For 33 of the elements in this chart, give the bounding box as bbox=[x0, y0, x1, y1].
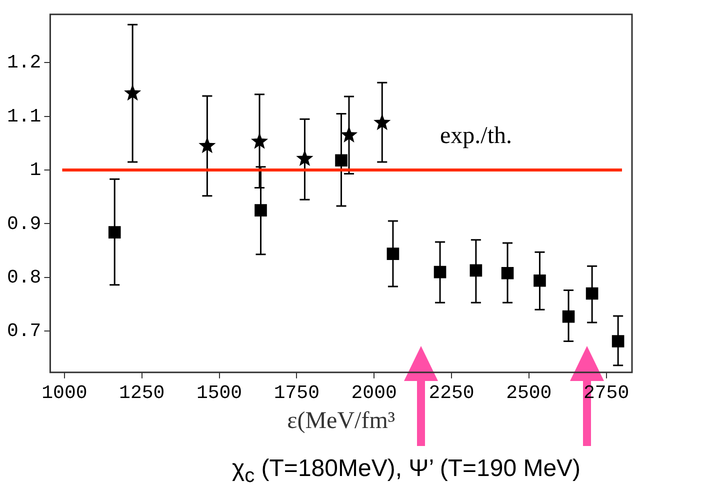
point bbox=[254, 204, 267, 216]
point bbox=[434, 266, 446, 278]
point bbox=[386, 248, 400, 260]
point bbox=[374, 114, 391, 130]
point bbox=[586, 287, 598, 300]
x-tick-label: 2250 bbox=[428, 382, 474, 404]
point bbox=[296, 150, 314, 166]
point bbox=[501, 266, 514, 280]
x-tick-label: 2500 bbox=[506, 382, 552, 404]
point bbox=[198, 136, 216, 154]
x-tick-label: 1250 bbox=[119, 382, 165, 404]
point bbox=[612, 335, 624, 348]
y-tick-label: 1 bbox=[30, 159, 42, 182]
point bbox=[108, 226, 121, 238]
x-tick-label: 1750 bbox=[274, 382, 320, 404]
point bbox=[470, 264, 482, 277]
point bbox=[250, 132, 268, 149]
x-tick-label: 1500 bbox=[196, 382, 242, 404]
x-tick-label: 2000 bbox=[351, 382, 397, 404]
x-axis-title: ε(MeV/fm³ bbox=[287, 408, 396, 434]
x-tick-label: 1000 bbox=[42, 382, 88, 404]
y-tick-label: 0.7 bbox=[6, 320, 42, 342]
point bbox=[562, 310, 575, 323]
point bbox=[534, 274, 546, 287]
point bbox=[335, 154, 348, 167]
y-tick-label: 1.1 bbox=[6, 105, 42, 128]
point bbox=[124, 84, 142, 101]
y-tick-label: 1.2 bbox=[6, 52, 42, 74]
annotation: exp./th. bbox=[440, 123, 512, 150]
text: χ$_{c}$ (T=180MeV), Ψ’ (T=190 MeV) bbox=[232, 455, 581, 488]
y-tick-label: 0.8 bbox=[6, 266, 42, 288]
point bbox=[340, 126, 358, 142]
y-tick-label: 0.9 bbox=[6, 212, 42, 235]
